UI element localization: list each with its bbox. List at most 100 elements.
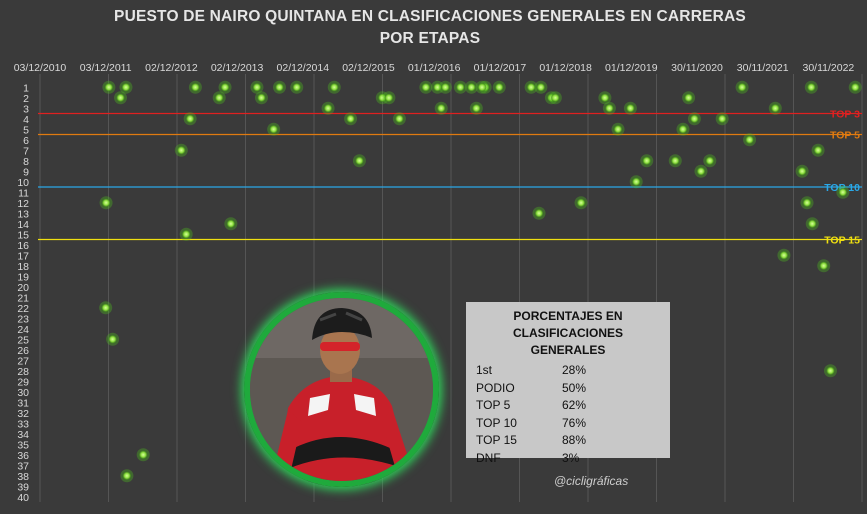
data-point	[807, 219, 817, 229]
y-tick-label: 37	[17, 460, 29, 472]
percentage-row: TOP 15 88%	[476, 432, 660, 450]
data-point	[472, 103, 481, 113]
data-points	[99, 80, 862, 483]
percentage-row: TOP 10 76%	[476, 415, 660, 433]
percentage-row: 1st 28%	[476, 362, 660, 380]
y-tick-label: 32	[17, 408, 29, 420]
reference-lines: TOP 3 TOP 5 TOP 10 TOP 15	[38, 109, 862, 247]
data-point	[108, 334, 117, 344]
data-point	[813, 145, 823, 155]
reference-line-label: TOP 10	[824, 182, 860, 194]
data-point	[779, 250, 789, 260]
data-point	[670, 156, 680, 166]
data-point	[191, 82, 200, 92]
x-axis-ticks: 03/12/2010 03/12/2011 02/12/2012 02/12/2013…	[14, 62, 855, 74]
data-point	[678, 124, 688, 134]
data-point	[717, 114, 727, 124]
y-tick-label: 18	[17, 261, 29, 273]
percentage-row: PODIO 50%	[476, 380, 660, 398]
y-tick-label: 27	[17, 355, 29, 367]
y-tick-label: 10	[17, 177, 29, 189]
percentage-value: 28%	[562, 363, 587, 377]
percentage-row: TOP 5 62%	[476, 397, 660, 415]
y-tick-label: 7	[23, 145, 29, 157]
reference-line-label: TOP 5	[830, 130, 860, 142]
y-tick-label: 36	[17, 450, 29, 462]
reference-line-label: TOP 3	[830, 109, 860, 121]
data-point	[477, 82, 487, 92]
y-tick-label: 16	[17, 240, 29, 252]
y-tick-label: 39	[17, 481, 29, 493]
chart-title: PUESTO DE NAIRO QUINTANA EN CLASIFICACIO…	[114, 8, 746, 47]
data-point	[819, 261, 829, 271]
data-point	[214, 93, 224, 103]
data-point	[642, 156, 652, 166]
data-point	[536, 82, 546, 92]
data-point	[526, 82, 536, 92]
y-tick-label: 23	[17, 313, 29, 325]
percentage-value: 62%	[562, 398, 587, 412]
data-point	[600, 93, 610, 103]
data-point	[269, 124, 278, 134]
x-tick-label: 02/12/2014	[277, 62, 330, 74]
data-point	[626, 103, 635, 113]
y-tick-label: 4	[23, 114, 29, 126]
data-point	[613, 124, 623, 134]
percentages-list: 1st 28% PODIO 50% TOP 5 62% TOP 10 76% TOP 15 88%…	[476, 362, 660, 467]
data-point	[181, 229, 191, 239]
y-tick-label: 2	[23, 93, 29, 105]
y-tick-label: 20	[17, 282, 29, 294]
y-tick-label: 5	[23, 124, 29, 136]
percentages-box: PORCENTAJES EN CLASIFICACIONES GENERALES…	[466, 302, 670, 465]
data-point	[696, 166, 706, 176]
data-point	[220, 82, 230, 92]
data-point	[101, 303, 110, 313]
y-tick-label: 13	[17, 208, 29, 220]
x-tick-label: 03/12/2011	[80, 62, 132, 74]
data-point	[252, 82, 262, 92]
data-point	[534, 208, 544, 218]
percentage-label: TOP 10	[476, 415, 517, 430]
data-point	[323, 103, 333, 113]
data-point	[329, 82, 339, 92]
y-tick-label: 28	[17, 366, 29, 378]
y-tick-label: 14	[17, 219, 29, 231]
data-point	[745, 135, 754, 145]
y-tick-label: 3	[23, 103, 29, 115]
percentage-value: 88%	[562, 433, 587, 447]
y-tick-label: 6	[23, 135, 29, 147]
x-tick-label: 02/12/2013	[211, 62, 264, 74]
reference-line-label: TOP 15	[824, 235, 860, 247]
x-tick-label: 30/11/2021	[737, 62, 789, 74]
data-point	[355, 156, 364, 166]
data-point	[116, 93, 125, 103]
data-point	[631, 177, 641, 187]
data-point	[395, 114, 404, 124]
y-tick-label: 22	[17, 303, 29, 315]
data-point	[551, 93, 560, 103]
data-point	[275, 82, 284, 92]
y-tick-label: 26	[17, 345, 29, 357]
y-tick-label: 8	[23, 156, 29, 168]
y-tick-label: 9	[23, 166, 29, 178]
data-point	[826, 366, 835, 376]
data-point	[807, 82, 816, 92]
data-point	[226, 219, 236, 229]
percentage-value: 3%	[562, 450, 580, 465]
x-tick-label: 02/12/2015	[342, 62, 395, 74]
data-point	[101, 198, 111, 208]
data-point	[684, 93, 693, 103]
percentage-label: TOP 15	[476, 433, 517, 447]
data-point	[467, 82, 476, 92]
y-tick-label: 1	[23, 82, 29, 94]
y-tick-label: 35	[17, 439, 29, 451]
x-tick-label: 01/12/2018	[539, 62, 592, 74]
percentages-title: PORCENTAJES EN CLASIFICACIONES GENERALES	[512, 309, 623, 357]
y-tick-label: 38	[17, 471, 29, 483]
x-tick-label: 30/11/2020	[671, 62, 723, 74]
data-point	[122, 471, 132, 481]
data-point	[838, 187, 848, 197]
y-tick-label: 40	[17, 492, 29, 504]
y-tick-label: 21	[17, 292, 29, 304]
